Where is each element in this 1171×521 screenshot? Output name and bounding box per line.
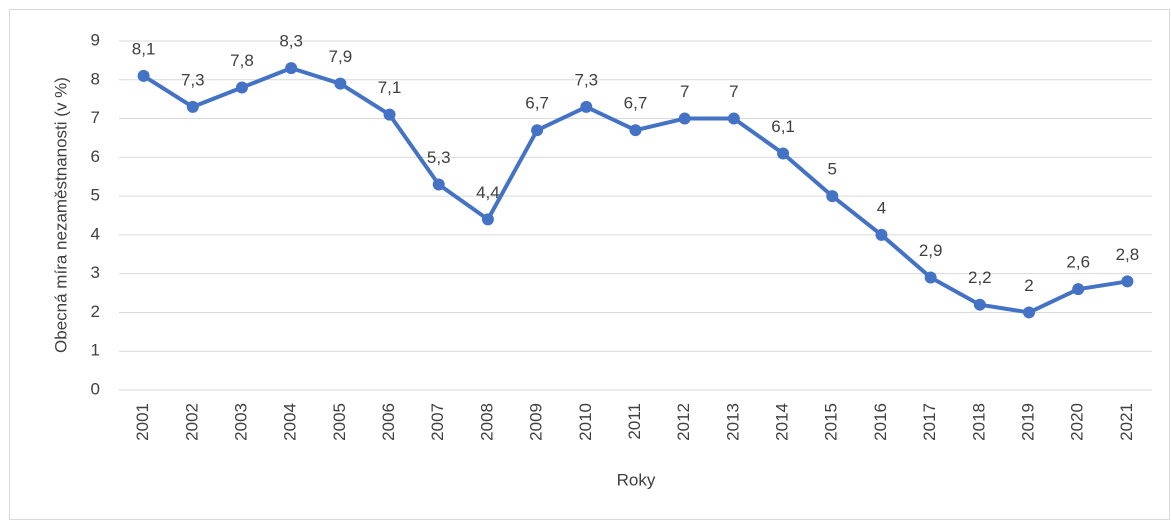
data-label: 6,1	[771, 117, 795, 136]
y-axis-label: Obecná míra nezaměstnanosti (v %)	[51, 77, 70, 353]
data-label: 2,9	[919, 241, 943, 260]
marker	[1072, 283, 1085, 296]
marker	[285, 62, 298, 75]
data-label: 2	[1024, 276, 1033, 295]
data-label: 6,7	[525, 94, 549, 113]
data-label: 8,1	[132, 39, 156, 58]
x-axis-label: Roky	[617, 470, 656, 489]
y-tick-label: 6	[91, 147, 100, 166]
x-tick-label: 2019	[1019, 403, 1038, 441]
data-label: 4,4	[476, 183, 500, 202]
y-tick-label: 8	[91, 69, 100, 88]
x-tick-label: 2013	[723, 403, 742, 441]
y-tick-label: 1	[91, 341, 100, 360]
marker	[777, 147, 790, 160]
x-tick-label: 2020	[1068, 403, 1087, 441]
marker	[678, 112, 691, 125]
data-label: 2,2	[968, 268, 992, 287]
data-label: 2,6	[1066, 253, 1090, 272]
marker	[973, 298, 986, 311]
marker	[1023, 306, 1036, 319]
y-tick-label: 3	[91, 263, 100, 282]
data-label: 6,7	[624, 94, 648, 113]
marker	[875, 228, 888, 241]
marker	[481, 213, 494, 226]
data-label: 7	[729, 82, 738, 101]
x-tick-label: 2001	[133, 403, 152, 441]
marker	[432, 178, 445, 191]
chart-frame	[9, 9, 1170, 520]
x-tick-label: 2016	[871, 403, 890, 441]
marker	[531, 124, 544, 137]
data-label: 8,3	[279, 32, 303, 51]
x-tick-label: 2012	[674, 403, 693, 441]
x-tick-label: 2009	[527, 403, 546, 441]
y-tick-label: 7	[91, 108, 100, 127]
data-label: 7	[680, 82, 689, 101]
marker	[826, 190, 839, 203]
x-tick-label: 2015	[822, 403, 841, 441]
y-tick-label: 4	[91, 224, 100, 243]
x-tick-label: 2002	[182, 403, 201, 441]
x-tick-label: 2021	[1117, 403, 1136, 441]
marker	[186, 100, 199, 113]
x-tick-label: 2005	[330, 403, 349, 441]
data-label: 7,3	[181, 70, 205, 89]
y-tick-label: 5	[91, 186, 100, 205]
marker	[629, 124, 642, 137]
marker	[235, 81, 248, 94]
x-tick-label: 2007	[428, 403, 447, 441]
marker	[1121, 275, 1134, 288]
data-label: 4	[877, 198, 886, 217]
x-tick-label: 2010	[576, 403, 595, 441]
data-label: 7,9	[329, 47, 353, 66]
data-label: 5	[828, 160, 837, 179]
x-tick-label: 2014	[773, 403, 792, 441]
marker	[383, 108, 396, 121]
data-label: 7,8	[230, 51, 254, 70]
marker	[924, 271, 937, 284]
x-tick-label: 2003	[231, 403, 250, 441]
x-tick-label: 2004	[281, 403, 300, 441]
data-label: 2,8	[1116, 245, 1140, 264]
data-label: 7,3	[574, 70, 598, 89]
x-tick-label: 2017	[920, 403, 939, 441]
y-tick-label: 2	[91, 302, 100, 321]
data-label: 7,1	[378, 78, 402, 97]
x-tick-label: 2008	[477, 403, 496, 441]
y-tick-label: 9	[91, 30, 100, 49]
x-tick-label: 2011	[625, 403, 644, 440]
marker	[580, 100, 593, 113]
marker	[137, 69, 150, 82]
data-label: 5,3	[427, 148, 451, 167]
x-tick-label: 2006	[379, 403, 398, 441]
y-tick-label: 0	[91, 379, 100, 398]
x-tick-label: 2018	[969, 403, 988, 441]
marker	[727, 112, 740, 125]
marker	[334, 77, 347, 90]
